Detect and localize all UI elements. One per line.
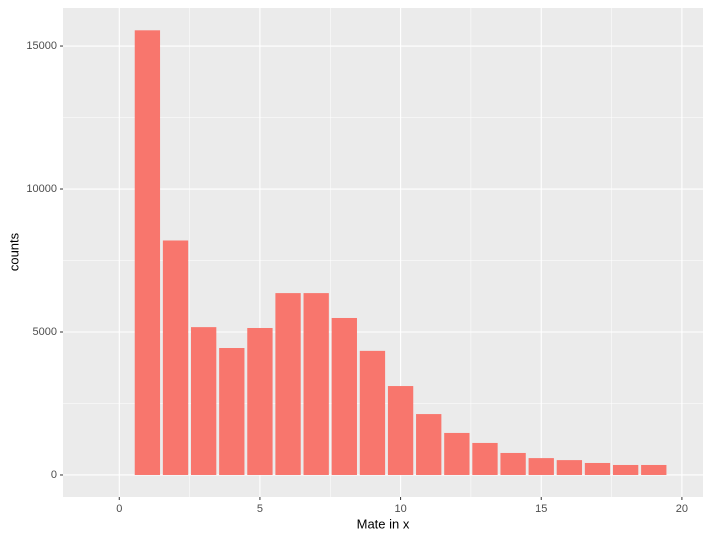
x-tick-label: 10 bbox=[394, 503, 406, 515]
bar bbox=[359, 350, 386, 475]
bar bbox=[191, 327, 217, 475]
bar bbox=[134, 30, 161, 475]
x-tick-label: 20 bbox=[676, 503, 688, 515]
bar bbox=[556, 460, 583, 475]
y-tick-label: 0 bbox=[51, 469, 57, 481]
x-axis-title: Mate in x bbox=[357, 516, 410, 531]
bar bbox=[528, 458, 554, 475]
x-tick-label: 15 bbox=[535, 503, 547, 515]
bar bbox=[500, 452, 526, 475]
x-tick-label: 0 bbox=[116, 503, 122, 515]
bar bbox=[247, 327, 273, 475]
bar bbox=[162, 240, 189, 475]
bar bbox=[275, 293, 301, 475]
bar bbox=[416, 414, 442, 475]
bar bbox=[331, 317, 357, 475]
bar bbox=[219, 348, 245, 475]
y-tick-label: 5000 bbox=[33, 326, 57, 338]
y-tick-label: 15000 bbox=[26, 40, 57, 52]
bar bbox=[584, 462, 611, 475]
bar bbox=[303, 293, 329, 475]
bar bbox=[641, 464, 667, 475]
y-axis-title: counts bbox=[6, 232, 21, 271]
bar bbox=[444, 432, 470, 475]
bar bbox=[612, 464, 639, 475]
x-tick-label: 5 bbox=[257, 503, 263, 515]
bar bbox=[472, 442, 498, 475]
bar bbox=[387, 386, 414, 475]
y-tick-label: 10000 bbox=[26, 183, 57, 195]
